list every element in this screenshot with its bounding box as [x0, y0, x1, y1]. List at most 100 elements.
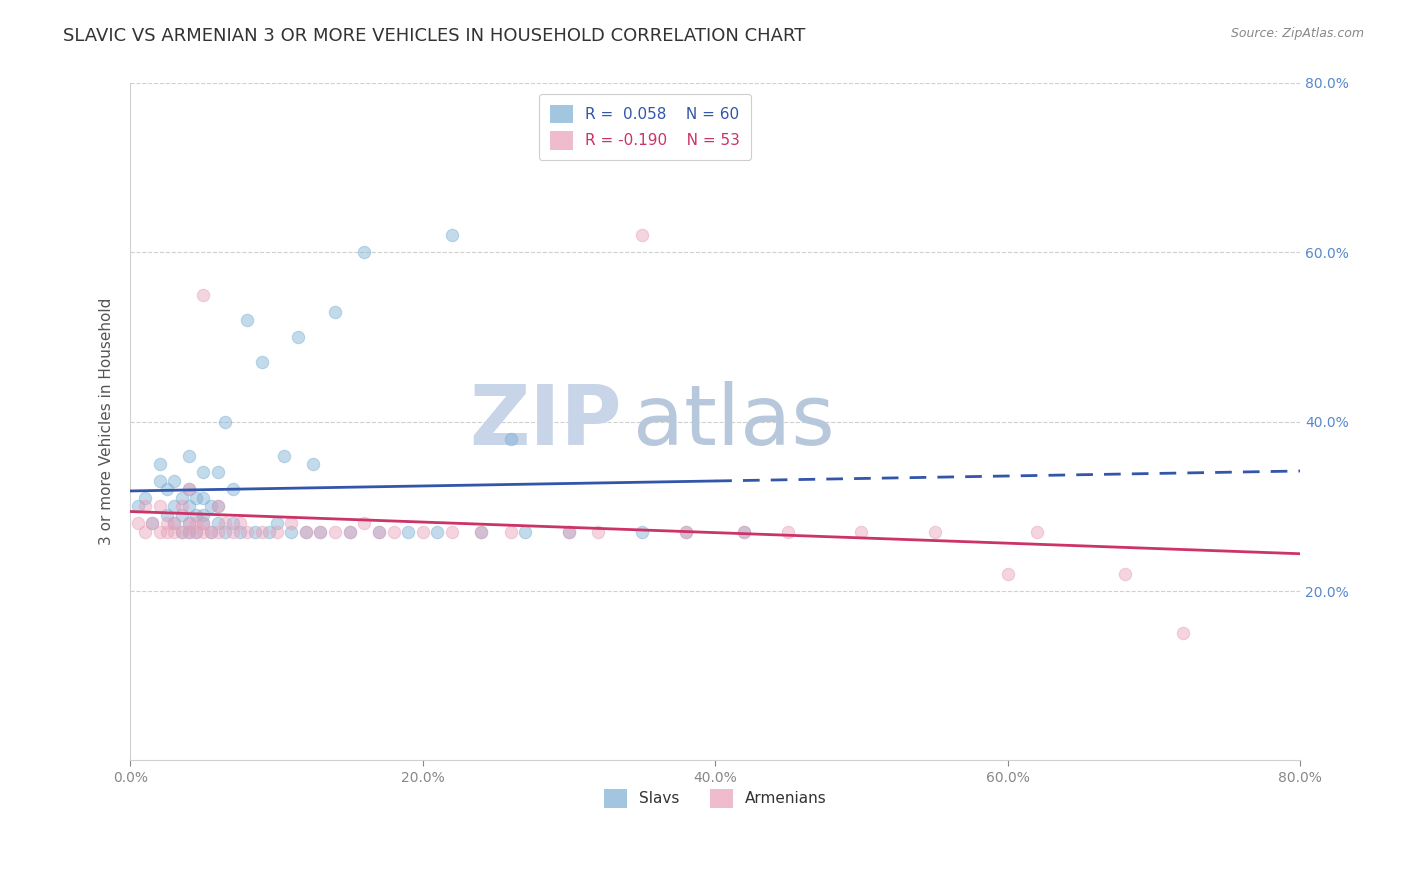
- Point: [170, 524, 193, 539]
- Point: [184, 516, 207, 531]
- Point: [177, 483, 200, 497]
- Point: [236, 524, 259, 539]
- Point: [163, 516, 186, 531]
- Point: [924, 524, 946, 539]
- Point: [229, 524, 252, 539]
- Point: [294, 524, 316, 539]
- Point: [675, 524, 697, 539]
- Point: [156, 508, 179, 522]
- Point: [177, 524, 200, 539]
- Point: [221, 524, 243, 539]
- Point: [141, 516, 163, 531]
- Point: [177, 500, 200, 514]
- Point: [148, 474, 170, 488]
- Point: [207, 500, 229, 514]
- Point: [339, 524, 361, 539]
- Point: [229, 516, 252, 531]
- Point: [287, 330, 309, 344]
- Point: [367, 524, 389, 539]
- Point: [134, 491, 156, 505]
- Point: [170, 524, 193, 539]
- Point: [367, 524, 389, 539]
- Point: [184, 524, 207, 539]
- Point: [207, 500, 229, 514]
- Point: [127, 500, 149, 514]
- Point: [309, 524, 332, 539]
- Point: [163, 516, 186, 531]
- Point: [193, 491, 215, 505]
- Point: [631, 524, 654, 539]
- Point: [273, 449, 295, 463]
- Point: [499, 524, 522, 539]
- Point: [127, 516, 149, 531]
- Point: [675, 524, 697, 539]
- Point: [148, 500, 170, 514]
- Point: [499, 432, 522, 446]
- Point: [156, 524, 179, 539]
- Point: [193, 516, 215, 531]
- Point: [214, 524, 236, 539]
- Point: [250, 524, 273, 539]
- Point: [412, 524, 434, 539]
- Y-axis label: 3 or more Vehicles in Household: 3 or more Vehicles in Household: [100, 298, 114, 545]
- Point: [184, 524, 207, 539]
- Point: [163, 524, 186, 539]
- Point: [631, 228, 654, 243]
- Point: [558, 524, 581, 539]
- Text: SLAVIC VS ARMENIAN 3 OR MORE VEHICLES IN HOUSEHOLD CORRELATION CHART: SLAVIC VS ARMENIAN 3 OR MORE VEHICLES IN…: [63, 27, 806, 45]
- Point: [141, 516, 163, 531]
- Point: [513, 524, 536, 539]
- Point: [207, 524, 229, 539]
- Point: [134, 524, 156, 539]
- Point: [221, 516, 243, 531]
- Point: [236, 313, 259, 327]
- Point: [221, 483, 243, 497]
- Point: [177, 524, 200, 539]
- Point: [440, 524, 463, 539]
- Point: [207, 466, 229, 480]
- Point: [163, 474, 186, 488]
- Point: [177, 449, 200, 463]
- Text: atlas: atlas: [633, 381, 835, 462]
- Point: [156, 483, 179, 497]
- Point: [353, 516, 375, 531]
- Point: [184, 491, 207, 505]
- Point: [323, 304, 346, 318]
- Point: [778, 524, 800, 539]
- Point: [200, 500, 222, 514]
- Point: [280, 516, 302, 531]
- Point: [243, 524, 266, 539]
- Point: [193, 508, 215, 522]
- Point: [156, 516, 179, 531]
- Point: [470, 524, 492, 539]
- Text: Source: ZipAtlas.com: Source: ZipAtlas.com: [1230, 27, 1364, 40]
- Point: [214, 516, 236, 531]
- Point: [193, 524, 215, 539]
- Point: [177, 516, 200, 531]
- Point: [200, 524, 222, 539]
- Point: [193, 516, 215, 531]
- Point: [1114, 567, 1136, 582]
- Point: [733, 524, 755, 539]
- Point: [440, 228, 463, 243]
- Point: [997, 567, 1019, 582]
- Point: [396, 524, 419, 539]
- Point: [134, 500, 156, 514]
- Point: [163, 500, 186, 514]
- Point: [200, 524, 222, 539]
- Point: [170, 491, 193, 505]
- Point: [294, 524, 316, 539]
- Point: [586, 524, 609, 539]
- Point: [207, 516, 229, 531]
- Point: [339, 524, 361, 539]
- Point: [323, 524, 346, 539]
- Legend: Slavs, Armenians: Slavs, Armenians: [598, 783, 832, 814]
- Point: [353, 245, 375, 260]
- Point: [302, 457, 325, 471]
- Point: [193, 287, 215, 301]
- Point: [184, 508, 207, 522]
- Point: [266, 524, 288, 539]
- Point: [193, 466, 215, 480]
- Point: [470, 524, 492, 539]
- Point: [851, 524, 873, 539]
